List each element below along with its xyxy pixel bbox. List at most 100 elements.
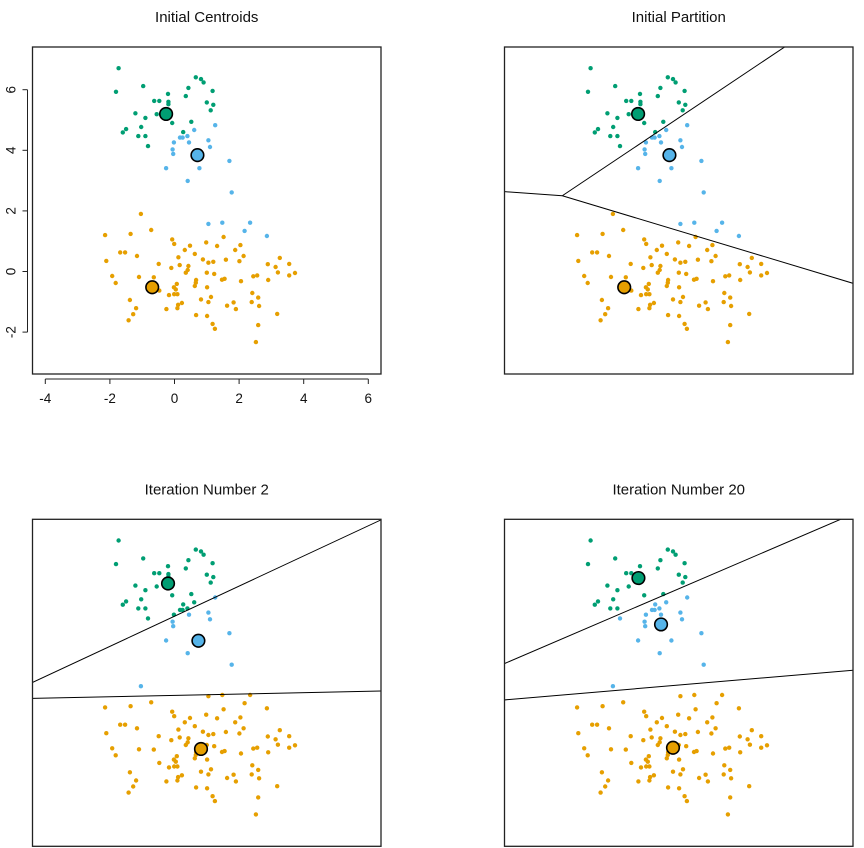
data-point-orange	[728, 295, 733, 300]
data-point-green	[680, 580, 685, 585]
data-point-blue	[227, 158, 232, 164]
data-point-orange	[266, 750, 271, 755]
boundary-green-blue	[562, 47, 786, 197]
data-point-orange	[747, 311, 752, 317]
data-point-orange	[166, 292, 172, 298]
data-point-orange	[192, 251, 197, 257]
data-point-orange	[192, 724, 197, 729]
data-point-orange	[658, 263, 663, 269]
data-point-orange	[670, 297, 676, 302]
data-point-orange	[256, 295, 261, 300]
data-point-green	[157, 571, 162, 576]
centroid-orange	[145, 280, 160, 295]
data-point-orange	[172, 764, 177, 769]
data-point-orange	[186, 736, 191, 741]
data-point-orange	[684, 326, 690, 331]
data-point-orange	[672, 257, 678, 262]
data-point-green	[655, 566, 660, 571]
data-point-green	[165, 91, 171, 97]
data-point-orange	[638, 292, 644, 298]
data-point-orange	[606, 726, 612, 731]
data-point-blue	[229, 662, 234, 667]
data-point-green	[192, 600, 197, 605]
data-point-orange	[277, 728, 282, 733]
centroid-green	[160, 576, 176, 591]
data-point-blue	[206, 610, 211, 615]
data-point-green	[642, 120, 647, 126]
data-point-orange	[212, 798, 218, 804]
boundary-green-blue	[504, 519, 842, 665]
data-point-green	[139, 597, 144, 602]
data-point-green	[136, 606, 141, 611]
data-point-orange	[664, 283, 669, 289]
data-point-orange	[198, 769, 204, 774]
data-point-orange	[722, 290, 727, 296]
boundary-blue-orange	[32, 690, 381, 699]
data-point-orange	[206, 772, 211, 777]
data-point-orange	[251, 746, 256, 751]
data-point-green	[680, 108, 685, 113]
data-point-orange	[727, 745, 732, 750]
data-point-orange	[641, 738, 646, 743]
data-point-orange	[220, 692, 225, 698]
data-point-orange	[179, 773, 185, 778]
data-point-orange	[644, 714, 649, 719]
data-point-orange	[157, 760, 162, 766]
data-point-blue	[206, 221, 211, 227]
data-point-orange	[600, 231, 605, 237]
data-point-orange	[212, 744, 217, 749]
data-point-orange	[193, 785, 199, 790]
data-point-blue	[678, 610, 683, 615]
data-point-orange	[582, 746, 587, 751]
data-point-orange	[721, 299, 726, 305]
data-point-green	[186, 85, 191, 91]
data-point-orange	[703, 300, 708, 305]
data-point-green	[608, 606, 613, 611]
data-point-orange	[275, 311, 280, 317]
data-point-green	[642, 593, 647, 598]
data-point-blue	[220, 220, 225, 225]
data-point-blue	[664, 127, 669, 133]
data-point-orange	[164, 306, 169, 312]
data-point-orange	[759, 734, 764, 739]
data-point-orange	[664, 724, 669, 729]
data-point-orange	[204, 240, 209, 245]
data-point-orange	[676, 313, 682, 319]
data-point-orange	[714, 701, 719, 706]
data-point-orange	[208, 294, 214, 300]
data-point-orange	[655, 742, 660, 748]
panel-initial-centroids: Initial Centroids -4 -2 0 2 4 6 -2 0 2 4 6	[4, 9, 382, 406]
data-point-green	[201, 552, 206, 557]
data-point-orange	[610, 211, 616, 217]
data-point-orange	[177, 262, 182, 268]
data-point-orange	[166, 765, 172, 770]
plot-frame	[503, 46, 854, 375]
data-point-blue	[186, 140, 192, 145]
data-point-orange	[122, 722, 128, 727]
data-point-blue	[642, 147, 647, 152]
data-point-green	[193, 547, 198, 552]
data-point-orange	[169, 738, 174, 743]
data-point-blue	[685, 595, 690, 600]
data-point-green	[208, 580, 213, 585]
data-point-orange	[642, 709, 647, 714]
data-point-green	[605, 583, 610, 588]
data-point-green	[615, 115, 620, 121]
data-point-orange	[249, 772, 254, 777]
data-point-orange	[694, 748, 699, 754]
data-point-orange	[238, 242, 243, 248]
data-point-green	[170, 593, 175, 598]
data-point-orange	[223, 257, 229, 262]
data-point-green	[166, 102, 171, 107]
x-tick-label: 0	[171, 391, 179, 406]
data-point-orange	[204, 270, 209, 275]
data-point-orange	[684, 271, 689, 277]
data-point-blue	[171, 140, 177, 145]
data-point-green	[143, 606, 148, 611]
data-point-orange	[574, 705, 580, 710]
data-point-orange	[206, 260, 211, 265]
data-point-orange	[211, 259, 216, 264]
data-point-blue	[242, 228, 247, 234]
